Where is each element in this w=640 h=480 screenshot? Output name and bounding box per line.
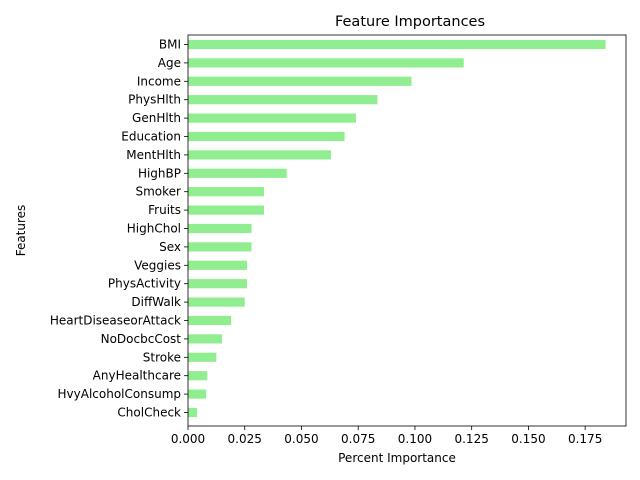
- bar-fruits: [188, 205, 265, 215]
- bar-highbp: [188, 168, 287, 178]
- y-tick-label: Sex: [159, 240, 181, 254]
- bar-age: [188, 58, 464, 68]
- x-tick-label: 0.050: [284, 432, 318, 446]
- bar-genhlth: [188, 113, 356, 123]
- bar-stroke: [188, 352, 217, 362]
- y-tick-label: HvyAlcoholConsump: [58, 387, 181, 401]
- bar-sex: [188, 242, 252, 252]
- y-axis-label: Features: [14, 205, 28, 257]
- y-tick-label: Fruits: [148, 203, 181, 217]
- x-tick-label: 0.025: [228, 432, 262, 446]
- y-tick-label: AnyHealthcare: [93, 369, 181, 383]
- bar-education: [188, 131, 345, 142]
- bars-group: [188, 39, 606, 418]
- y-tick-label: Income: [137, 74, 181, 88]
- x-tick-label: 0.125: [454, 432, 488, 446]
- y-tick-label: Age: [158, 56, 181, 70]
- y-tick-label: GenHlth: [132, 111, 181, 125]
- bar-bmi: [188, 39, 606, 50]
- y-tick-label: Education: [121, 130, 181, 144]
- x-ticks: 0.000 0.025 0.050 0.075 0.100 0.125 0.150 0.175: [171, 426, 602, 446]
- y-tick-label: BMI: [159, 38, 181, 52]
- y-tick-label: Veggies: [134, 258, 181, 272]
- y-tick-labels: BMI Age Income PhysHlth GenHlth Education Ment…: [50, 38, 188, 420]
- bar-highchol: [188, 223, 252, 234]
- bar-menthlth: [188, 150, 331, 160]
- y-tick-label: MentHlth: [126, 148, 181, 162]
- y-tick-label: HighBP: [138, 166, 181, 180]
- y-tick-label: HeartDiseaseorAttack: [50, 314, 181, 328]
- bar-physhlth: [188, 95, 378, 105]
- chart-title: Feature Importances: [335, 14, 485, 30]
- x-axis-label: Percent Importance: [338, 451, 456, 465]
- x-tick-label: 0.100: [398, 432, 432, 446]
- y-tick-label: Smoker: [136, 185, 182, 199]
- x-tick-label: 0.000: [171, 432, 205, 446]
- bar-physactivity: [188, 279, 248, 289]
- bar-smoker: [188, 187, 265, 197]
- y-tick-label: NoDocbcCost: [101, 332, 182, 346]
- y-tick-label: PhysActivity: [108, 277, 181, 291]
- y-tick-label: DiffWalk: [131, 295, 181, 309]
- y-tick-label: Stroke: [143, 350, 181, 364]
- x-tick-label: 0.150: [511, 432, 545, 446]
- y-tick-label: PhysHlth: [128, 93, 181, 107]
- plot-frame: [187, 34, 627, 427]
- bar-income: [188, 76, 412, 86]
- bar-cholcheck: [188, 407, 198, 418]
- bar-heartdiseaseorattack: [188, 315, 232, 326]
- bar-anyhealthcare: [188, 371, 208, 381]
- x-tick-label: 0.175: [568, 432, 602, 446]
- bar-veggies: [188, 260, 248, 270]
- bar-hvyalcoholconsump: [188, 389, 207, 399]
- bar-nodocbccost: [188, 334, 223, 344]
- x-tick-label: 0.075: [341, 432, 375, 446]
- y-tick-label: HighChol: [127, 222, 181, 236]
- bar-diffwalk: [188, 297, 245, 307]
- y-tick-label: CholCheck: [117, 406, 181, 420]
